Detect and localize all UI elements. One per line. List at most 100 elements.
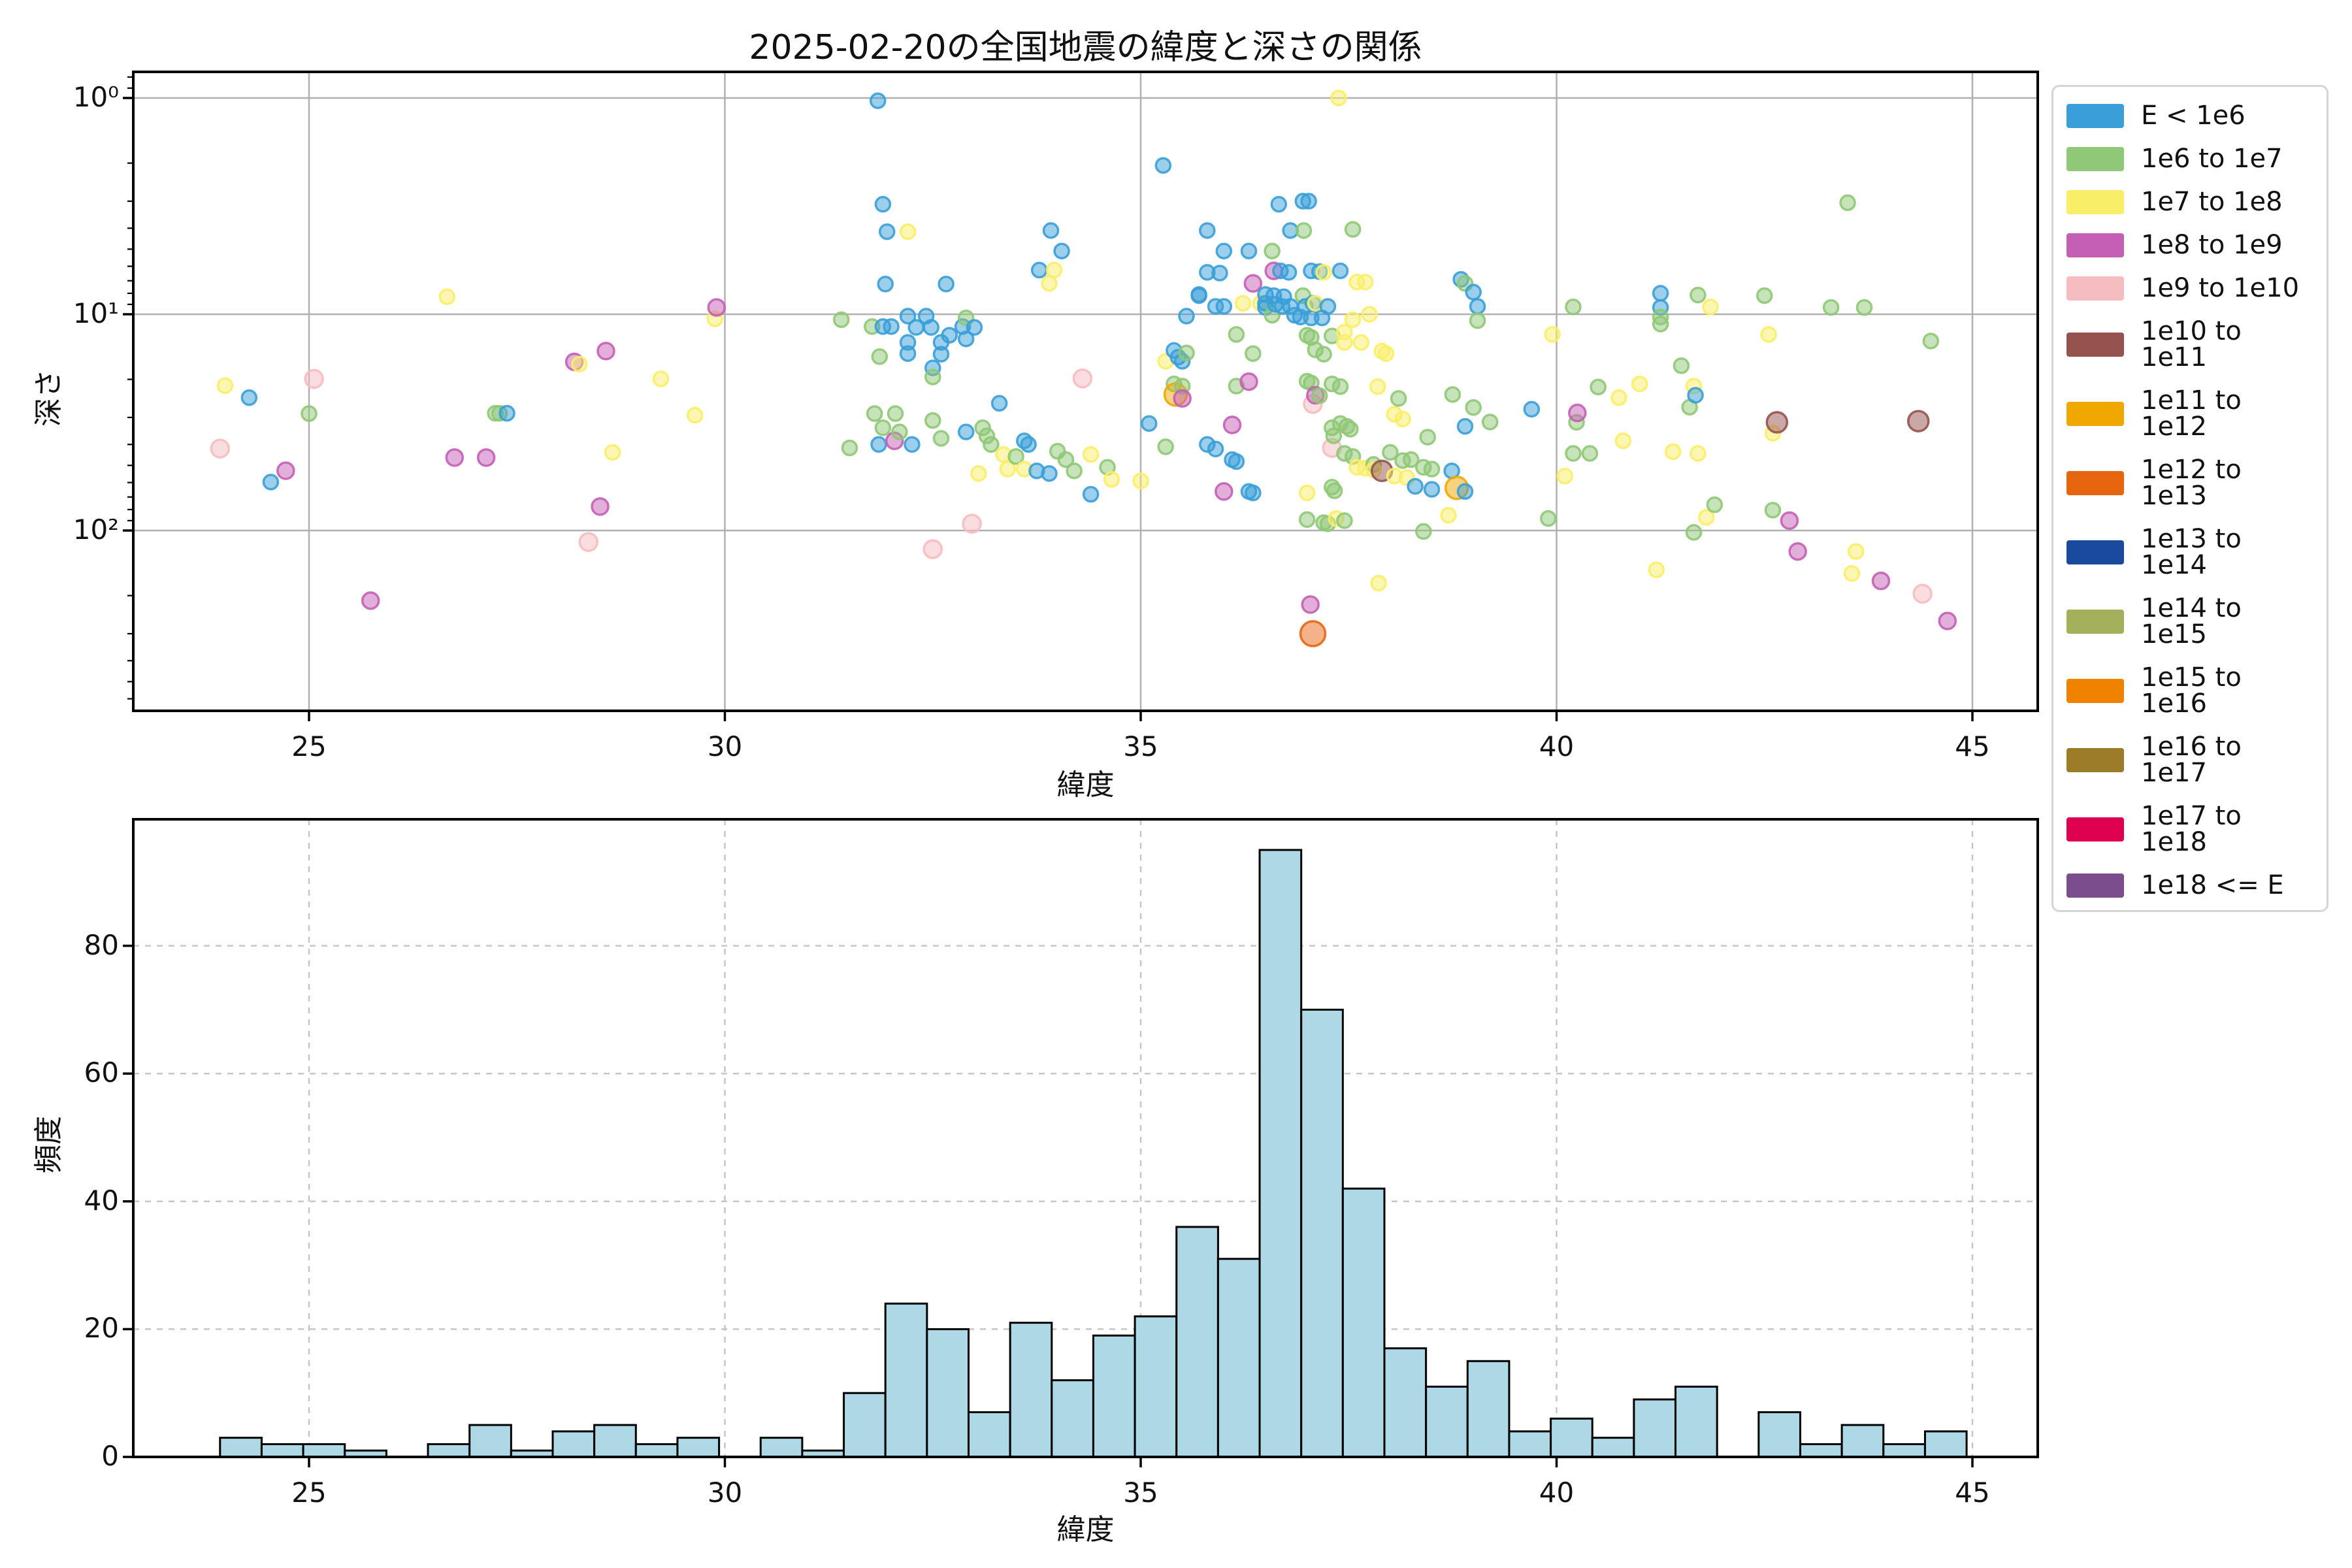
hist-bar (1799, 1443, 1843, 1458)
scatter-point (1344, 311, 1362, 329)
scatter-point (1299, 620, 1327, 647)
scatter-point (869, 92, 887, 109)
scatter-point (923, 319, 939, 336)
scatter-point (1234, 295, 1252, 312)
hist-bar (551, 1430, 596, 1458)
scatter-point (1301, 595, 1320, 614)
scatter-point (304, 368, 324, 389)
scatter-point (596, 342, 615, 361)
scatter-point (899, 223, 917, 240)
scatter-point (1581, 445, 1599, 462)
scatter-point (1843, 565, 1861, 582)
hist-xlabel: 緯度 (1056, 1513, 1115, 1546)
hist-bar (1217, 1258, 1261, 1458)
legend-swatch-icon (2066, 189, 2124, 214)
scatter-point (1007, 448, 1024, 465)
hist-bar (1466, 1360, 1511, 1458)
legend-label: 1e16 to 1e17 (2141, 732, 2242, 788)
scatter-point (966, 319, 983, 336)
scatter-point (1245, 345, 1262, 362)
scatter-point (1407, 478, 1424, 495)
scatter-point (1690, 286, 1707, 304)
scatter-point (1041, 465, 1058, 482)
scatter-point (1215, 242, 1233, 259)
scatter-point (1590, 378, 1607, 396)
legend-label: 1e10 to 1e11 (2141, 316, 2242, 372)
scatter-point (904, 436, 921, 453)
scatter-point (1045, 261, 1063, 279)
legend-swatch-icon (2066, 873, 2124, 898)
hist-bar (593, 1424, 637, 1458)
scatter-point (1207, 440, 1224, 458)
legend-swatch-icon (2066, 276, 2124, 301)
scatter-ytick-label: 10¹ (73, 297, 119, 329)
scatter-point (1690, 445, 1707, 462)
legend-swatch-icon (2066, 332, 2124, 357)
scatter-point (923, 539, 943, 559)
scatter-point (1330, 90, 1347, 106)
scatter-point (361, 591, 380, 610)
scatter-point (870, 436, 887, 453)
scatter-point (1300, 193, 1317, 210)
scatter-point (1687, 387, 1704, 404)
hist-bar (1882, 1443, 1926, 1458)
scatter-point (1280, 264, 1298, 281)
legend-swatch-icon (2066, 233, 2124, 257)
scatter-point (1352, 334, 1370, 351)
legend-entry: 1e12 to 1e13 (2066, 457, 2313, 509)
scatter-point (832, 311, 850, 329)
hist-bar (676, 1437, 721, 1458)
scatter-point (1544, 326, 1561, 343)
scatter-point (262, 474, 280, 491)
legend-entry: 1e18 <= E (2066, 872, 2313, 898)
legend-label: 1e12 to 1e13 (2141, 455, 2242, 511)
scatter-point (932, 430, 950, 447)
scatter-point (1756, 287, 1773, 304)
scatter-point (1697, 509, 1715, 526)
scatter-point (1568, 403, 1587, 423)
hist-ytick-label: 60 (84, 1056, 119, 1089)
hist-bar (1840, 1424, 1885, 1458)
scatter-xlabel: 緯度 (1056, 768, 1115, 802)
hist-bar (1092, 1334, 1136, 1458)
scatter-point (1614, 433, 1632, 449)
scatter-point (1270, 195, 1288, 213)
scatter-xtick-label: 40 (1539, 730, 1575, 762)
hist-bar (1009, 1322, 1053, 1458)
scatter-point (1243, 274, 1263, 293)
scatter-point (1465, 284, 1482, 301)
scatter-point (883, 318, 900, 335)
scatter-point (957, 330, 975, 348)
scatter-point (871, 348, 889, 365)
scatter-point (1053, 242, 1070, 259)
hist-bar (427, 1443, 471, 1458)
scatter-point (1440, 506, 1457, 524)
scatter-point (1066, 462, 1083, 480)
scatter-point (1344, 221, 1362, 238)
legend-entry: 1e14 to 1e15 (2066, 595, 2313, 647)
legend-label: 1e8 to 1e9 (2141, 230, 2283, 260)
scatter-point (957, 423, 975, 440)
scatter-point (604, 444, 621, 461)
legend-label: E < 1e6 (2141, 101, 2246, 131)
legend-entry: 1e17 to 1e18 (2066, 803, 2313, 855)
legend-swatch-icon (2066, 103, 2124, 128)
hist-spines (132, 818, 2039, 1458)
scatter-spines (132, 71, 2039, 712)
scatter-point (591, 497, 610, 516)
scatter-xtick-label: 25 (291, 730, 327, 762)
hist-bar (302, 1443, 346, 1458)
scatter-point (707, 298, 727, 317)
scatter-point (1315, 264, 1332, 281)
scatter-point (1369, 378, 1386, 395)
scatter-point (1390, 390, 1407, 407)
scatter-point (1907, 410, 1930, 433)
scatter-point (1415, 523, 1432, 540)
scatter-point (476, 448, 496, 467)
legend-entry: 1e8 to 1e9 (2066, 232, 2313, 258)
legend-entry: 1e10 to 1e11 (2066, 318, 2313, 370)
hist-bar (1425, 1385, 1469, 1458)
scatter-xtick-label: 30 (707, 730, 743, 762)
legend-label: 1e15 to 1e16 (2141, 662, 2242, 719)
scatter-point (1298, 484, 1316, 502)
